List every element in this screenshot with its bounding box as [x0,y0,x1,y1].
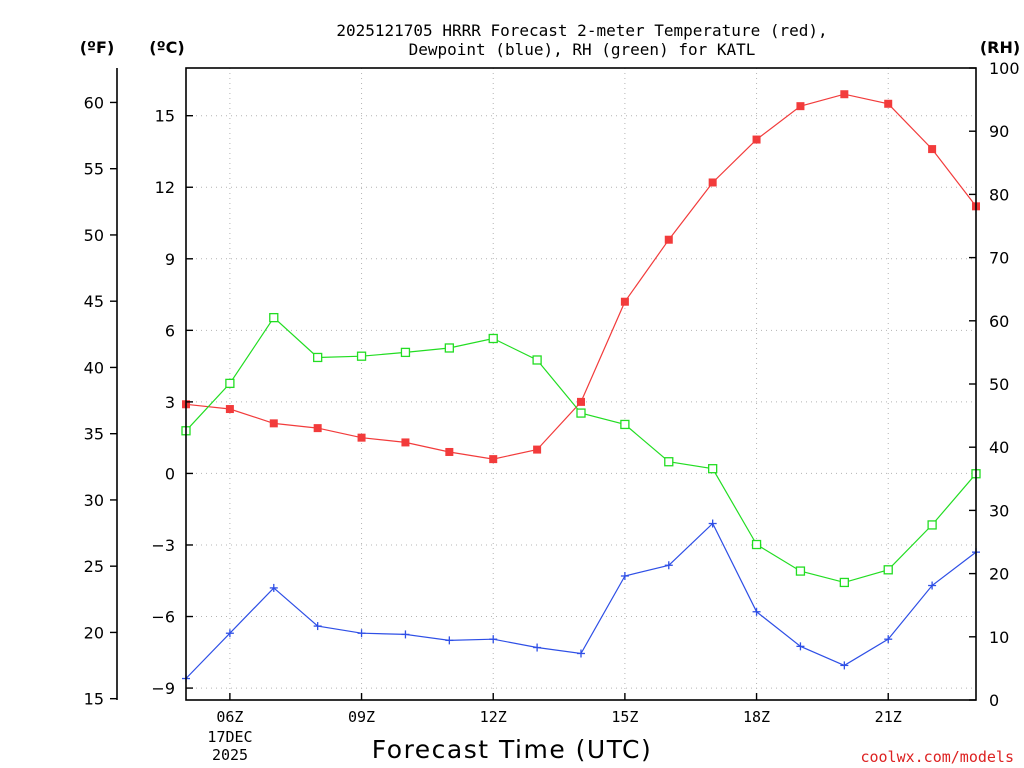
dewpoint-point [577,649,585,658]
dewpoint-point [928,581,937,590]
fahrenheit-tick-label: 50 [84,226,104,245]
celsius-tick-label: 12 [155,178,175,197]
rh-tick-label: 90 [989,122,1009,141]
rh-point [400,347,411,358]
date-label-year: 2025 [212,746,248,764]
dewpoint-point [708,519,717,528]
fahrenheit-tick-label: 40 [84,358,104,377]
rh-point [532,355,542,365]
axes: −9 −6 −3 0 3 6 9 12 15 15 20 25 30 35 40 45 50 55 60 0 10 20 3… [84,59,1020,726]
x-tick-label: 18Z [743,708,770,726]
dewpoint-point [620,571,629,580]
celsius-tick-label: −6 [151,608,175,627]
rh-point [664,457,674,467]
celsius-tick-label: 3 [165,393,175,412]
temperature-point [357,433,366,442]
temperature-point [620,297,629,306]
dewpoint-point [884,635,893,644]
rh-point [839,577,849,588]
rh-tick-label: 30 [989,501,1009,520]
dewpoint-point [225,629,234,638]
temperature-point [313,424,322,433]
dewpoint-point [796,642,805,651]
rh-unit-label: (RH) [980,38,1020,57]
dewpoint-point [533,643,542,652]
x-tick-label: 15Z [611,708,638,726]
rh-tick-label: 0 [989,691,999,710]
fahrenheit-tick-label: 45 [84,292,104,311]
dewpoint-point [357,629,366,638]
x-axis-title: Forecast Time (UTC) [372,735,652,764]
rh-point [356,351,367,361]
temperature-point [840,90,849,99]
celsius-tick-label: 0 [165,464,175,483]
rh-tick-label: 70 [989,249,1009,268]
temperature-point [928,145,937,154]
celsius-tick-label: −9 [151,679,175,698]
rh-point [883,565,893,575]
dewpoint-point [313,622,322,631]
site-credit: coolwx.com/models [860,748,1014,766]
rh-point [313,352,323,363]
temperature-point [489,455,498,464]
date-label-day: 17DEC [207,728,252,746]
rh-point [576,408,586,418]
rh-tick-label: 80 [989,185,1009,204]
dewpoint-point [840,661,849,670]
fahrenheit-unit-label: (ºF) [80,38,115,57]
rh-tick-label: 50 [989,375,1009,394]
celsius-tick-label: 6 [165,321,175,340]
fahrenheit-tick-label: 30 [84,491,104,510]
temperature-point [664,235,673,244]
fahrenheit-tick-label: 60 [84,93,104,112]
fahrenheit-tick-label: 25 [84,557,104,576]
x-tick-label: 12Z [480,708,507,726]
fahrenheit-tick-label: 15 [84,690,104,709]
temperature-point [401,438,410,447]
temperature-point [269,419,278,428]
rh-point [488,333,498,344]
chart-title-line2: Dewpoint (blue), RH (green) for KATL [409,40,756,59]
rh-point [751,539,762,550]
dewpoint-point [664,561,673,570]
temperature-point [752,135,761,144]
x-tick-label: 09Z [348,708,375,726]
fahrenheit-tick-label: 35 [84,425,104,444]
rh-tick-label: 100 [989,59,1020,78]
rh-tick-label: 60 [989,312,1009,331]
x-tick-label: 21Z [875,708,902,726]
rh-tick-label: 10 [989,628,1009,647]
temperature-point [533,445,542,454]
temperature-point [225,405,234,414]
rh-point [620,419,630,430]
rh-point [225,378,235,389]
chart-title-line1: 2025121705 HRRR Forecast 2-meter Tempera… [336,21,827,40]
fahrenheit-tick-label: 55 [84,160,104,179]
rh-point [708,464,718,474]
x-tick-label: 06Z [216,708,243,726]
temperature-point [884,99,893,108]
temperature-point [577,397,585,406]
dewpoint-point [752,607,761,616]
rh-tick-label: 40 [989,438,1009,457]
rh-point [444,343,454,353]
dewpoint-point [445,636,454,645]
celsius-unit-label: (ºC) [149,38,184,57]
dewpoint-point [489,635,498,644]
dewpoint-point [401,630,410,639]
celsius-tick-label: −3 [151,536,175,555]
temperature-point [708,178,717,187]
celsius-tick-label: 15 [155,107,175,126]
fahrenheit-tick-label: 20 [84,623,104,642]
rh-point [795,566,806,576]
celsius-tick-label: 9 [165,250,175,269]
temperature-point [796,102,805,111]
rh-tick-label: 20 [989,565,1009,584]
rh-point [269,312,279,323]
temperature-point [445,447,454,456]
rh-point [927,520,937,530]
dewpoint-point [269,583,278,592]
